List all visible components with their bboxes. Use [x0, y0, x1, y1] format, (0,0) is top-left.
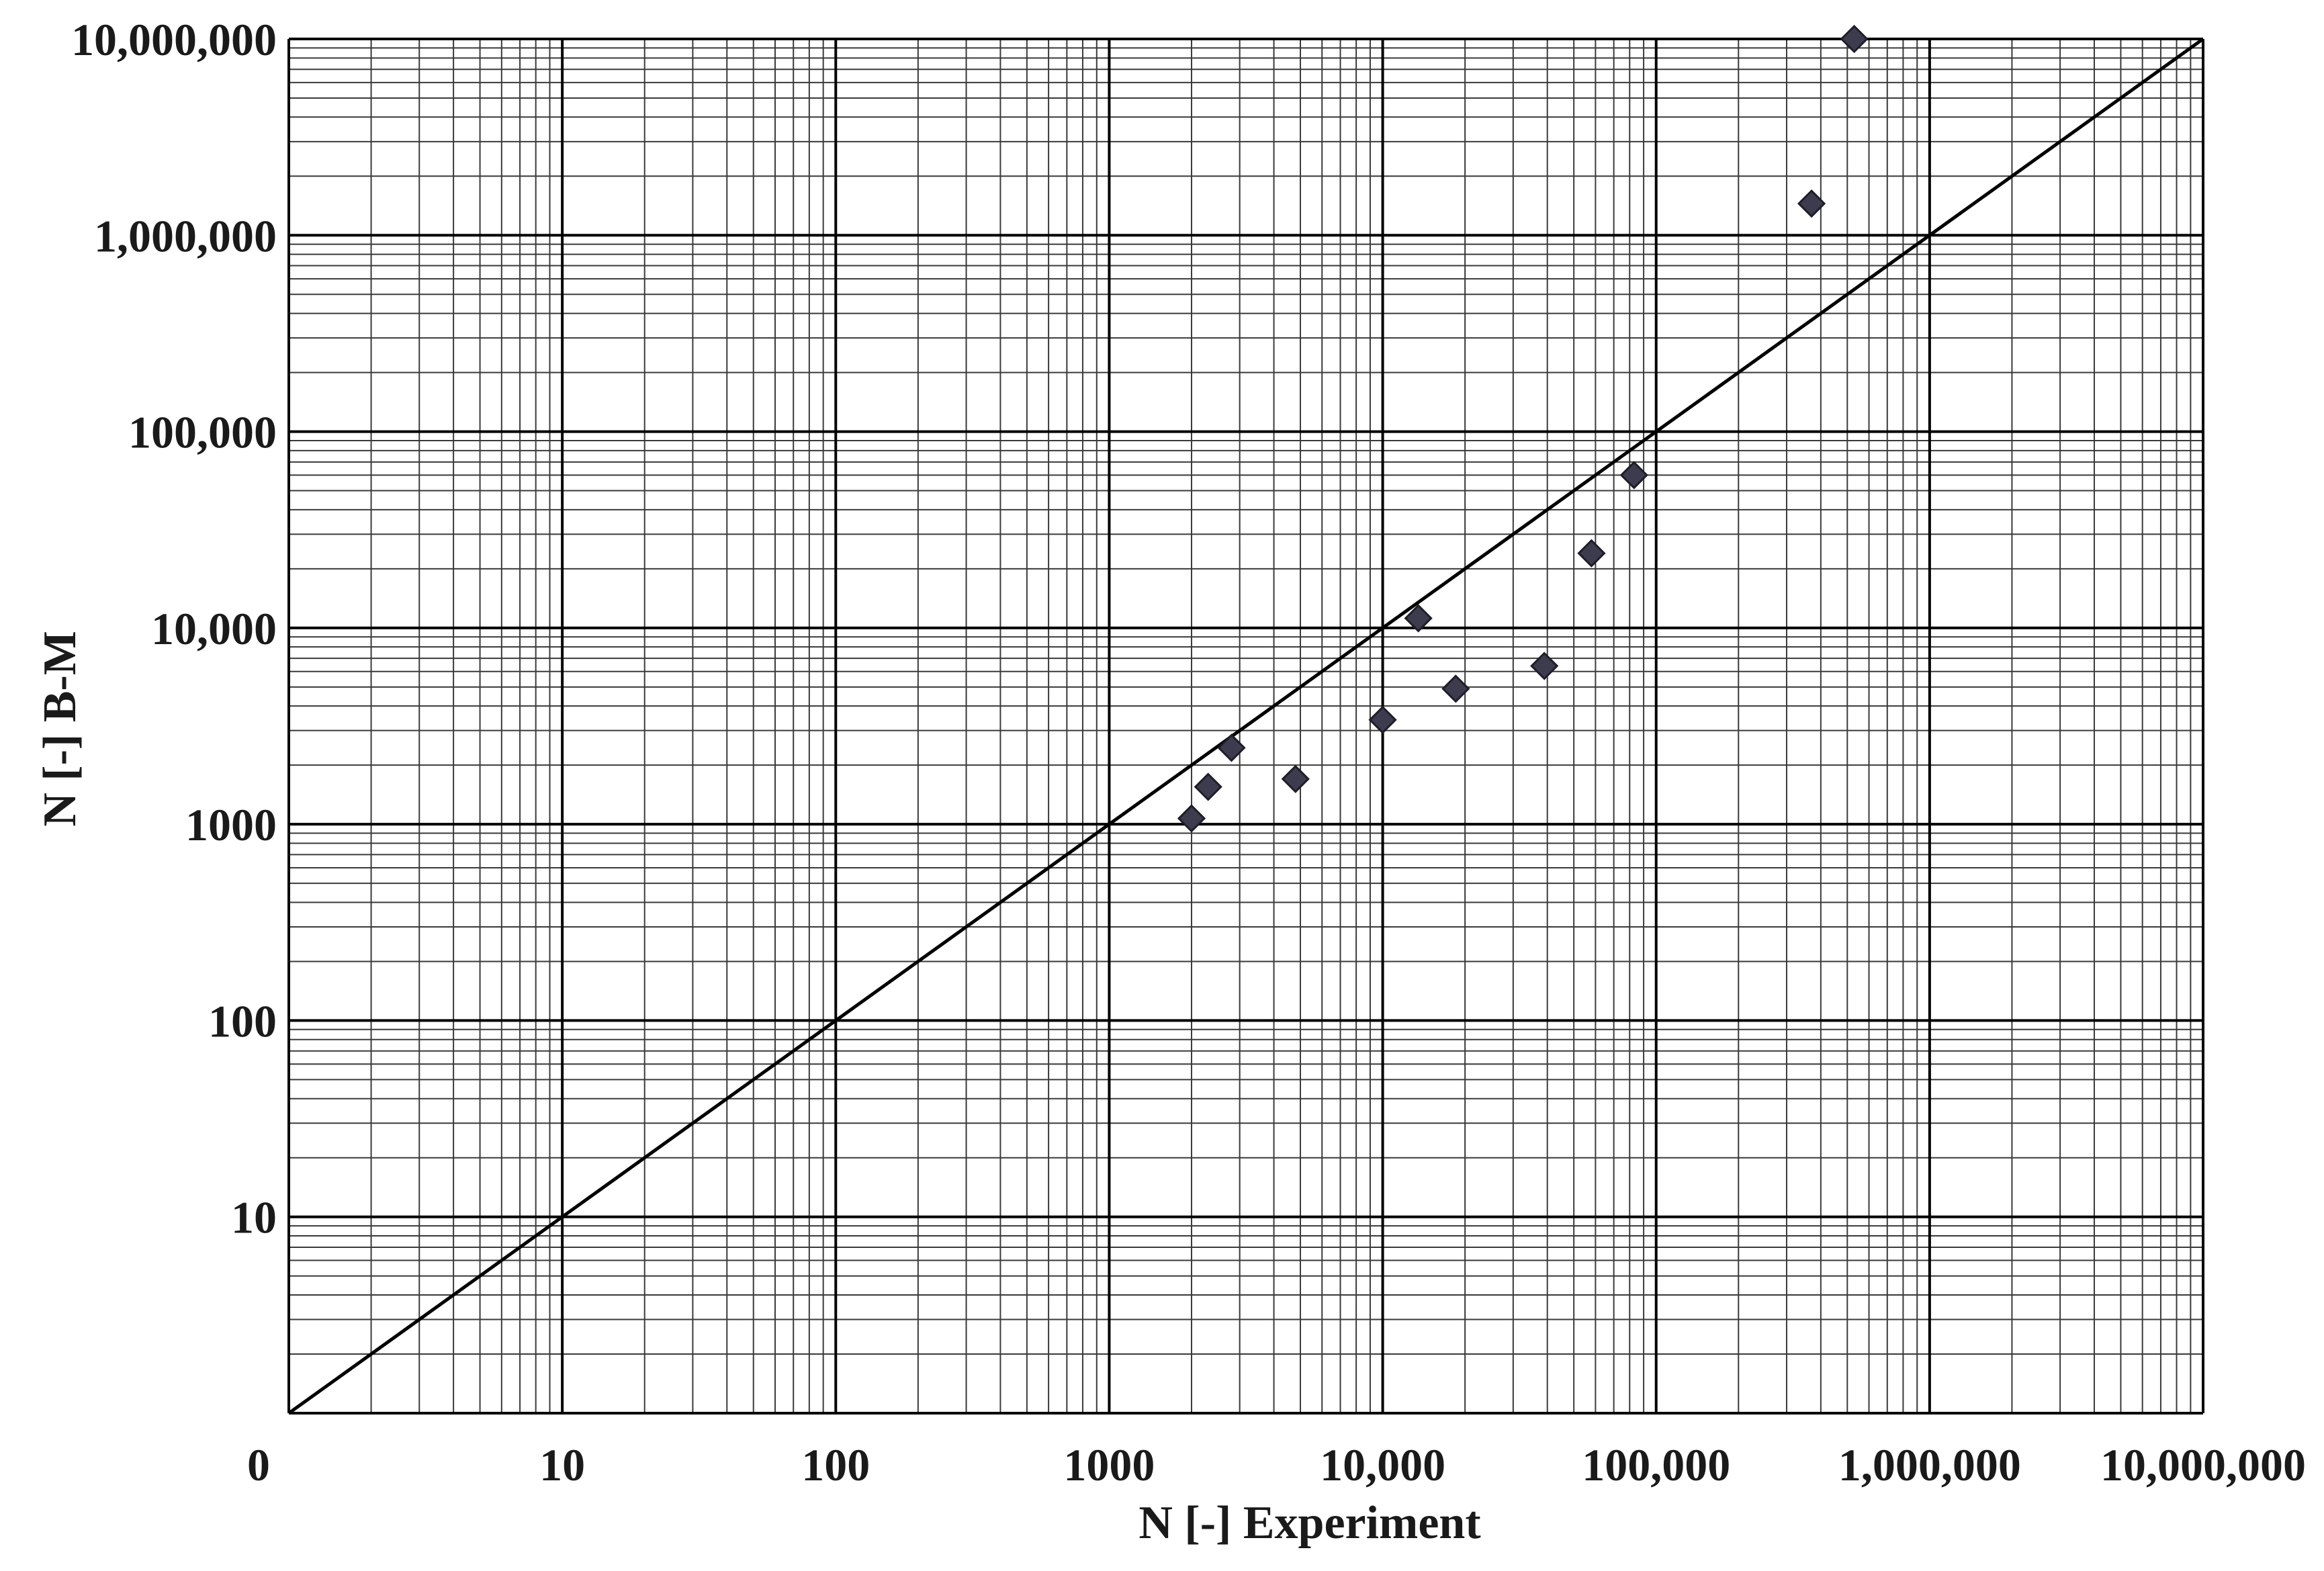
- reference-line-y-equals-x: [287, 37, 2204, 1415]
- x-tick-label: 1000: [1063, 1439, 1155, 1490]
- data-point: [1368, 705, 1397, 734]
- y-tick-label: 10,000,000: [71, 14, 277, 65]
- x-tick-label: 10,000: [1320, 1439, 1445, 1490]
- y-tick-labels: 10 100 1000 10,000 100,000 1,000,000 10,000,00…: [71, 14, 277, 1243]
- reference-line: [287, 37, 2204, 1415]
- x-tick-label: 10,000,000: [2100, 1439, 2306, 1490]
- data-point: [1441, 674, 1470, 703]
- y-tick-label: 10: [231, 1192, 277, 1243]
- data-point: [1577, 539, 1606, 568]
- data-point: [1404, 604, 1433, 633]
- y-tick-label: 100: [208, 995, 277, 1046]
- data-point: [1177, 804, 1206, 833]
- x-tick-label: 100: [801, 1439, 870, 1490]
- x-axis-title: N [-] Experiment: [1138, 1497, 1480, 1549]
- data-point: [1840, 24, 1869, 54]
- y-tick-label: 1,000,000: [94, 210, 277, 261]
- x-tick-labels: 0 10 100 1000 10,000 100,000 1,000,000 10,000,0…: [247, 1439, 2306, 1490]
- x-tick-label: 100,000: [1582, 1439, 1730, 1490]
- y-tick-label: 100,000: [128, 407, 277, 458]
- x-tick-label: 1,000,000: [1838, 1439, 2021, 1490]
- data-point: [1194, 772, 1222, 801]
- data-point: [1530, 652, 1559, 680]
- y-axis-title: N [-] B-M: [34, 631, 86, 827]
- data-point: [1797, 189, 1826, 218]
- x-tick-label: 10: [539, 1439, 585, 1490]
- data-point: [1619, 461, 1648, 490]
- y-tick-label: 10,000: [151, 603, 277, 654]
- data-point: [1281, 764, 1310, 793]
- data-points: [1177, 24, 1869, 833]
- x-tick-label: 0: [247, 1439, 270, 1490]
- minor-gridlines: [289, 39, 2203, 1413]
- data-point: [1217, 733, 1246, 762]
- y-tick-label: 1000: [185, 799, 277, 850]
